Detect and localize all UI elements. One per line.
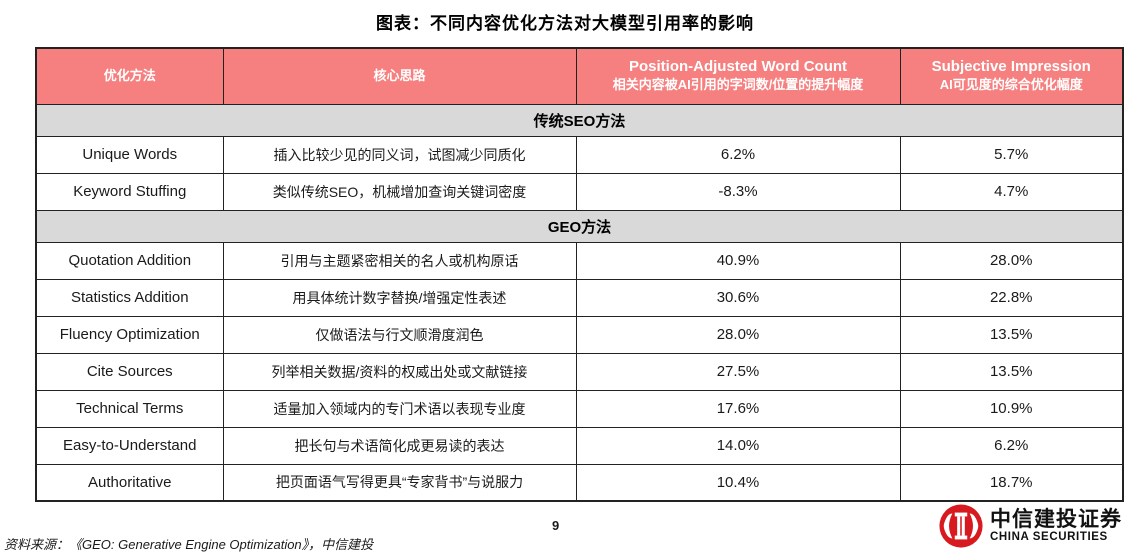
impression-cell: 4.7% — [899, 172, 1124, 211]
section-row-traditional-seo: 传统SEO方法 — [35, 103, 1124, 137]
method-cell: Easy-to-Understand — [35, 426, 224, 465]
method-cell: Authoritative — [35, 463, 224, 502]
column-header-label-en: Subjective Impression — [931, 58, 1091, 76]
column-header-idea: 核心思路 — [222, 47, 577, 105]
logo-text: 中信建投证券 CHINA SECURITIES — [990, 507, 1122, 543]
column-header-impression: Subjective Impression AI可见度的综合优化幅度 — [899, 47, 1124, 105]
section-row-geo: GEO方法 — [35, 209, 1124, 243]
section-label: 传统SEO方法 — [35, 103, 1124, 137]
column-header-label-en: Position-Adjusted Word Count — [628, 58, 848, 76]
word-count-cell: 28.0% — [575, 315, 901, 354]
table-header-row: 优化方法 核心思路 Position-Adjusted Word Count 相… — [35, 47, 1124, 105]
method-cell: Statistics Addition — [35, 278, 224, 317]
word-count-cell: -8.3% — [575, 172, 901, 211]
impression-cell: 13.5% — [899, 315, 1124, 354]
method-cell: Cite Sources — [35, 352, 224, 391]
source-note: 资料来源：《GEO: Generative Engine Optimizatio… — [4, 537, 374, 552]
idea-cell: 用具体统计数字替换/增强定性表述 — [222, 278, 577, 317]
word-count-cell: 10.4% — [575, 463, 901, 502]
impression-cell: 22.8% — [899, 278, 1124, 317]
page-title: 图表：不同内容优化方法对大模型引用率的影响 — [376, 14, 754, 33]
china-securities-logo-icon — [939, 504, 983, 548]
logo-name-en: CHINA SECURITIES — [990, 530, 1108, 543]
table-row: Authoritative 把页面语气写得更具“专家背书”与说服力 10.4% … — [35, 463, 1124, 502]
impression-cell: 6.2% — [899, 426, 1124, 465]
idea-cell: 适量加入领域内的专门术语以表现专业度 — [222, 389, 577, 428]
table-row: Easy-to-Understand 把长句与术语简化成更易读的表达 14.0%… — [35, 426, 1124, 465]
column-header-word-count: Position-Adjusted Word Count 相关内容被AI引用的字… — [575, 47, 901, 105]
table-row: Fluency Optimization 仅做语法与行文顺滑度润色 28.0% … — [35, 315, 1124, 354]
section-label: GEO方法 — [35, 209, 1124, 243]
table-row: Quotation Addition 引用与主题紧密相关的名人或机构原话 40.… — [35, 241, 1124, 280]
method-cell: Quotation Addition — [35, 241, 224, 280]
column-header-sublabel-cn: 相关内容被AI引用的字词数/位置的提升幅度 — [612, 77, 864, 93]
impression-cell: 5.7% — [899, 135, 1124, 174]
impression-cell: 18.7% — [899, 463, 1124, 502]
idea-cell: 类似传统SEO，机械增加查询关键词密度 — [222, 172, 577, 211]
word-count-cell: 17.6% — [575, 389, 901, 428]
idea-cell: 插入比较少见的同义词，试图减少同质化 — [222, 135, 577, 174]
page-number: 9 — [552, 518, 560, 533]
column-header-label: 核心思路 — [373, 67, 426, 83]
column-header-label: 优化方法 — [103, 67, 156, 83]
method-cell: Technical Terms — [35, 389, 224, 428]
idea-cell: 列举相关数据/资料的权威出处或文献链接 — [222, 352, 577, 391]
column-header-method: 优化方法 — [35, 47, 224, 105]
citation-impact-table: 优化方法 核心思路 Position-Adjusted Word Count 相… — [35, 47, 1124, 502]
idea-cell: 仅做语法与行文顺滑度润色 — [222, 315, 577, 354]
table-row: Unique Words 插入比较少见的同义词，试图减少同质化 6.2% 5.7… — [35, 135, 1124, 174]
idea-cell: 引用与主题紧密相关的名人或机构原话 — [222, 241, 577, 280]
table-row: Statistics Addition 用具体统计数字替换/增强定性表述 30.… — [35, 278, 1124, 317]
table-row: Technical Terms 适量加入领域内的专门术语以表现专业度 17.6%… — [35, 389, 1124, 428]
word-count-cell: 30.6% — [575, 278, 901, 317]
impression-cell: 13.5% — [899, 352, 1124, 391]
idea-cell: 把长句与术语简化成更易读的表达 — [222, 426, 577, 465]
idea-cell: 把页面语气写得更具“专家背书”与说服力 — [222, 463, 577, 502]
method-cell: Unique Words — [35, 135, 224, 174]
table-row: Keyword Stuffing 类似传统SEO，机械增加查询关键词密度 -8.… — [35, 172, 1124, 211]
china-securities-logo: 中信建投证券 CHINA SECURITIES — [938, 503, 1122, 549]
word-count-cell: 14.0% — [575, 426, 901, 465]
word-count-cell: 40.9% — [575, 241, 901, 280]
word-count-cell: 6.2% — [575, 135, 901, 174]
logo-name-cn: 中信建投证券 — [990, 507, 1122, 531]
method-cell: Fluency Optimization — [35, 315, 224, 354]
column-header-sublabel-cn: AI可见度的综合优化幅度 — [939, 77, 1083, 93]
impression-cell: 10.9% — [899, 389, 1124, 428]
method-cell: Keyword Stuffing — [35, 172, 224, 211]
table-row: Cite Sources 列举相关数据/资料的权威出处或文献链接 27.5% 1… — [35, 352, 1124, 391]
word-count-cell: 27.5% — [575, 352, 901, 391]
impression-cell: 28.0% — [899, 241, 1124, 280]
